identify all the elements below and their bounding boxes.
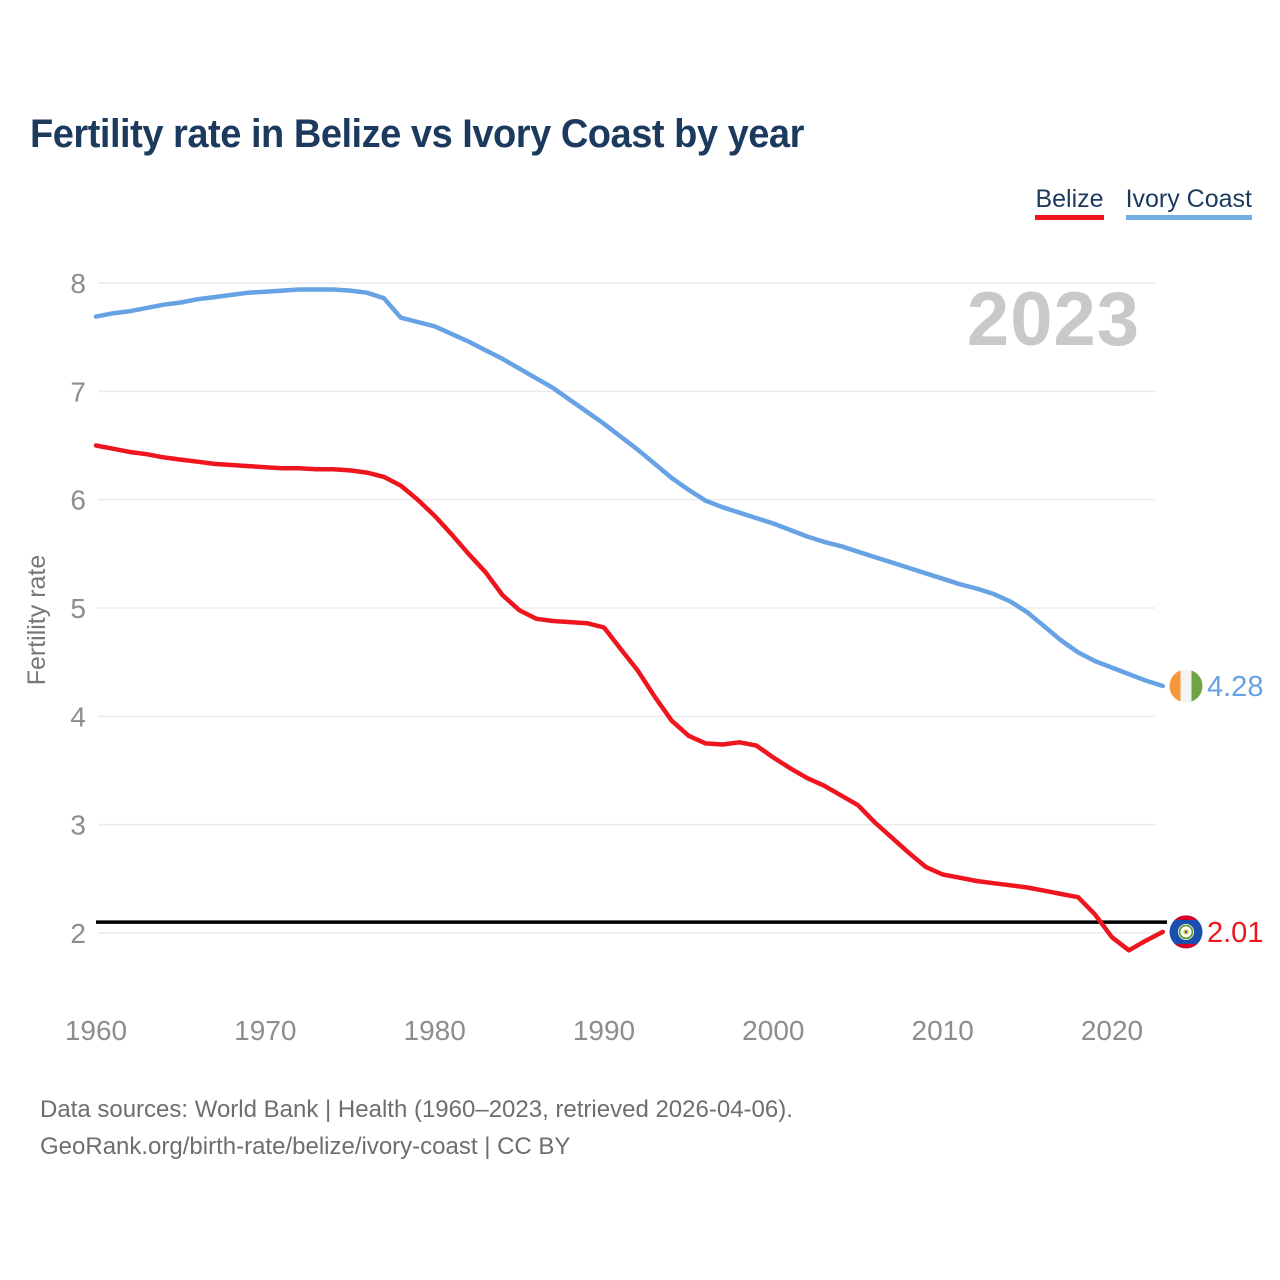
watermark-year: 2023	[966, 277, 1140, 362]
y-tick-label: 5	[70, 593, 86, 624]
legend-underline-ivory-coast	[1125, 215, 1252, 220]
belize-flag-icon	[1169, 915, 1203, 949]
x-tick-label: 1990	[573, 1015, 635, 1046]
x-tick-label: 2020	[1081, 1015, 1143, 1046]
ivory-coast-line	[93, 287, 1166, 689]
footer-attribution: GeoRank.org/birth-rate/belize/ivory-coas…	[40, 1133, 571, 1160]
x-tick-label: 1960	[65, 1015, 127, 1046]
y-tick-label: 4	[70, 701, 86, 732]
y-tick-label: 6	[70, 485, 86, 516]
legend-label-belize: Belize	[1035, 185, 1104, 213]
belize-line	[93, 443, 1166, 953]
y-axis-title: Fertility rate	[23, 555, 51, 686]
x-tick-label: 2010	[912, 1015, 974, 1046]
legend-item-ivory-coast[interactable]: Ivory Coast	[1125, 185, 1252, 220]
footer-sources: Data sources: World Bank | Health (1960–…	[40, 1096, 793, 1123]
ivory-coast-end-value-label: 4.28	[1207, 671, 1263, 703]
x-tick-label: 2000	[742, 1015, 804, 1046]
y-tick-label: 2	[70, 918, 86, 949]
x-tick-label: 1980	[404, 1015, 466, 1046]
page-title: Fertility rate in Belize vs Ivory Coast …	[30, 112, 804, 156]
legend-item-belize[interactable]: Belize	[1035, 185, 1104, 220]
y-tick-label: 3	[70, 810, 86, 841]
legend-underline-belize	[1035, 215, 1104, 220]
y-tick-label: 7	[70, 376, 86, 407]
belize-end-value-label: 2.01	[1207, 917, 1263, 949]
legend-label-ivory-coast: Ivory Coast	[1125, 185, 1252, 213]
footer: Data sources: World Bank | Health (1960–…	[40, 1091, 793, 1165]
legend: Belize Ivory Coast	[1035, 186, 1252, 220]
x-tick-label: 1970	[234, 1015, 296, 1046]
ivory-coast-flag-icon	[1169, 669, 1203, 703]
y-tick-label: 8	[70, 268, 86, 299]
